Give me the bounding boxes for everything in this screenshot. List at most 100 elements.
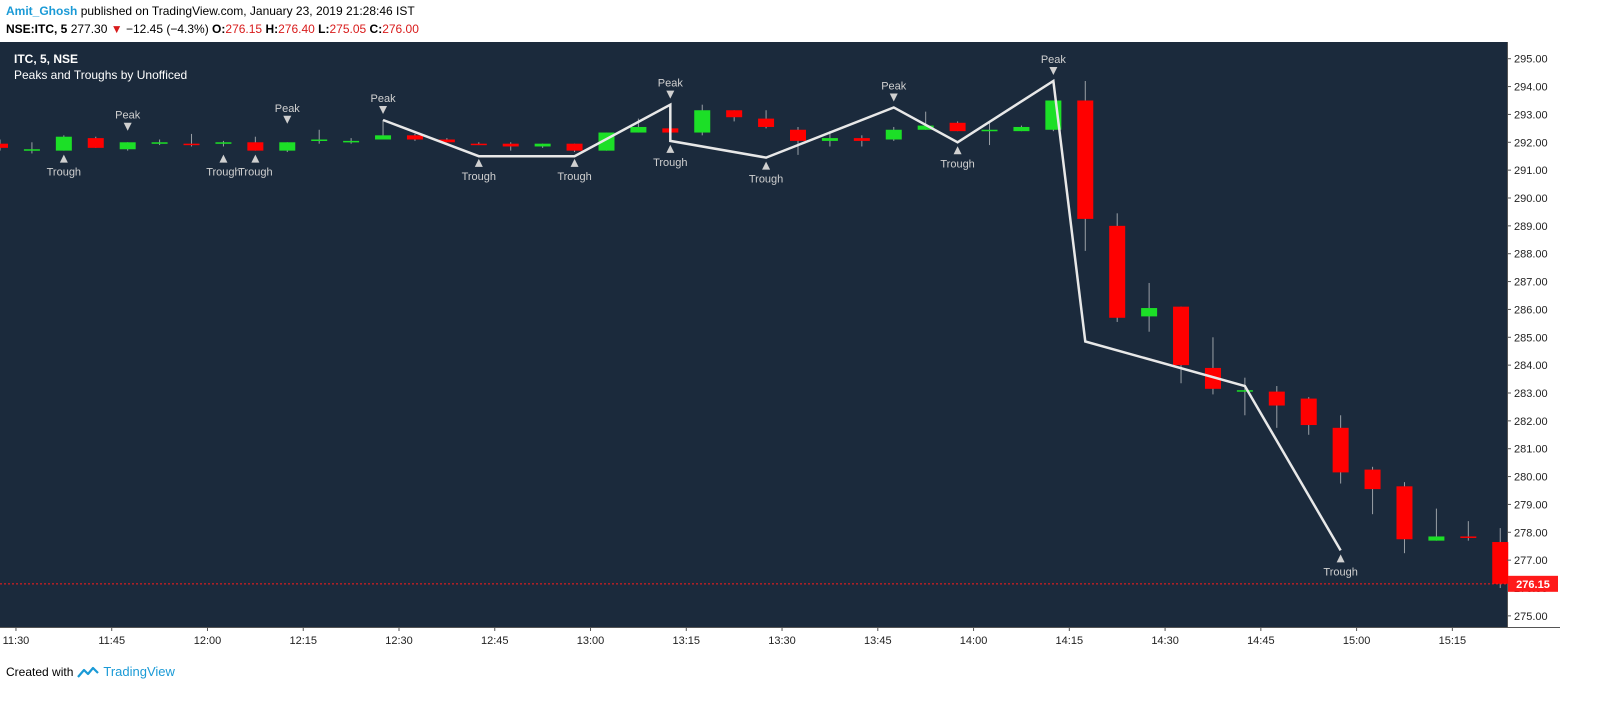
trough-marker-icon (219, 154, 228, 163)
last-price: 277.30 (70, 22, 108, 36)
candle-body (1013, 126, 1030, 132)
candle-body (87, 138, 104, 148)
candle-body (1077, 100, 1094, 219)
y-tick-label: 289.00 (1514, 221, 1548, 233)
low-value: 275.05 (329, 22, 367, 36)
trough-label: Trough (206, 167, 240, 179)
candle-body (1428, 536, 1445, 541)
x-tick-label: 13:30 (768, 635, 796, 647)
candle-body (215, 142, 232, 144)
candle-body (1364, 469, 1381, 490)
x-tick-label: 15:15 (1439, 635, 1467, 647)
peak-label: Peak (275, 103, 301, 115)
y-tick-label: 279.00 (1514, 499, 1548, 511)
peak-marker-icon (123, 122, 132, 131)
candle-body (247, 142, 264, 151)
x-tick-label: 13:00 (577, 635, 605, 647)
candle-body (630, 126, 647, 133)
candle-body (949, 122, 966, 132)
x-tick-label: 14:15 (1056, 635, 1084, 647)
candle-body (1396, 486, 1413, 540)
candle-body (758, 118, 775, 127)
high-value: 276.40 (278, 22, 315, 36)
plot-area[interactable] (0, 42, 1507, 627)
time-axis[interactable] (0, 627, 1560, 649)
close-value: 276.00 (382, 22, 419, 36)
x-tick-label: 11:30 (3, 635, 30, 647)
peak-marker-icon (1049, 67, 1058, 75)
candle-body (470, 143, 487, 146)
peaks-troughs-line (382, 78, 1342, 552)
peak-marker-icon (666, 90, 675, 99)
y-axis-labels: 275.00276.00277.00278.00279.00280.00281.… (1507, 54, 1548, 623)
tradingview-brand[interactable]: TradingView (103, 664, 175, 679)
current-price-badge-text: 276.15 (1516, 579, 1550, 591)
y-tick-label: 292.00 (1514, 137, 1548, 149)
trough-label: Trough (1323, 566, 1357, 578)
y-tick-label: 281.00 (1514, 444, 1548, 456)
y-tick-label: 280.00 (1514, 472, 1548, 484)
open-value: 276.15 (225, 22, 263, 36)
candle-body (1173, 306, 1190, 366)
peak-label: Peak (115, 110, 141, 122)
price-axis[interactable] (1507, 42, 1560, 627)
author-link[interactable]: Amit_Ghosh (6, 4, 78, 18)
peak-marker-icon (379, 106, 388, 114)
down-arrow-icon: ▼ (110, 22, 123, 36)
price-change: −12.45 (−4.3%) (125, 22, 209, 36)
candle-body (1109, 225, 1126, 318)
x-tick-label: 11:45 (98, 635, 125, 647)
y-tick-label: 287.00 (1514, 277, 1548, 289)
y-tick-label: 291.00 (1514, 165, 1548, 177)
candle-body (406, 135, 423, 140)
trough-label: Trough (653, 157, 687, 169)
open-label: O: (212, 22, 226, 36)
y-tick-label: 285.00 (1514, 332, 1548, 344)
trough-marker-icon (59, 154, 68, 163)
trough-marker-icon (666, 144, 675, 153)
y-tick-label: 290.00 (1514, 193, 1548, 205)
y-tick-label: 284.00 (1514, 360, 1548, 372)
candle-body (343, 140, 360, 143)
candle-body (151, 142, 168, 144)
indicator-name: Peaks and Troughs by Unofficed (14, 68, 187, 82)
x-axis-labels: 11:30 11:45 12:00 12:15 12:30 12:45 13:00 13:15… (3, 627, 1467, 647)
peak-marker-icon (283, 115, 292, 124)
peak-marker-icon (889, 93, 898, 102)
x-tick-label: 12:00 (194, 635, 222, 647)
trough-label: Trough (749, 174, 783, 186)
candle-body (0, 143, 8, 148)
created-with-text: Created with (6, 664, 74, 679)
x-tick-label: 13:45 (864, 635, 892, 647)
candle-body (726, 110, 743, 118)
x-tick-label: 15:00 (1343, 635, 1371, 647)
x-tick-label: 13:15 (673, 635, 701, 647)
candle-body (311, 139, 328, 141)
y-tick-label: 278.00 (1514, 527, 1548, 539)
candle-body (1300, 398, 1317, 426)
trough-marker-icon (953, 146, 962, 155)
candle-body (1268, 391, 1285, 406)
trough-marker-icon (251, 154, 260, 163)
candle-body (1236, 390, 1253, 392)
close-label: C: (369, 22, 383, 36)
candle-body (885, 129, 902, 140)
y-tick-label: 293.00 (1514, 109, 1548, 121)
peak-label: Peak (1041, 54, 1067, 66)
candle-body (1460, 536, 1477, 538)
chart-title: ITC, 5, NSE (14, 52, 78, 66)
footer: Created with TradingView (6, 664, 175, 679)
trough-marker-icon (1336, 554, 1345, 563)
candle-body (790, 129, 806, 141)
trough-marker-icon (474, 158, 483, 167)
candle-body (55, 136, 72, 151)
published-text: published on TradingView.com, January 23… (80, 4, 415, 18)
candle-body (1492, 542, 1509, 584)
x-tick-label: 14:45 (1247, 635, 1275, 647)
y-tick-label: 277.00 (1514, 555, 1548, 567)
y-tick-label: 294.00 (1514, 82, 1548, 94)
candle-body (821, 138, 838, 141)
candle-body (438, 139, 455, 143)
low-label: L: (318, 22, 330, 36)
